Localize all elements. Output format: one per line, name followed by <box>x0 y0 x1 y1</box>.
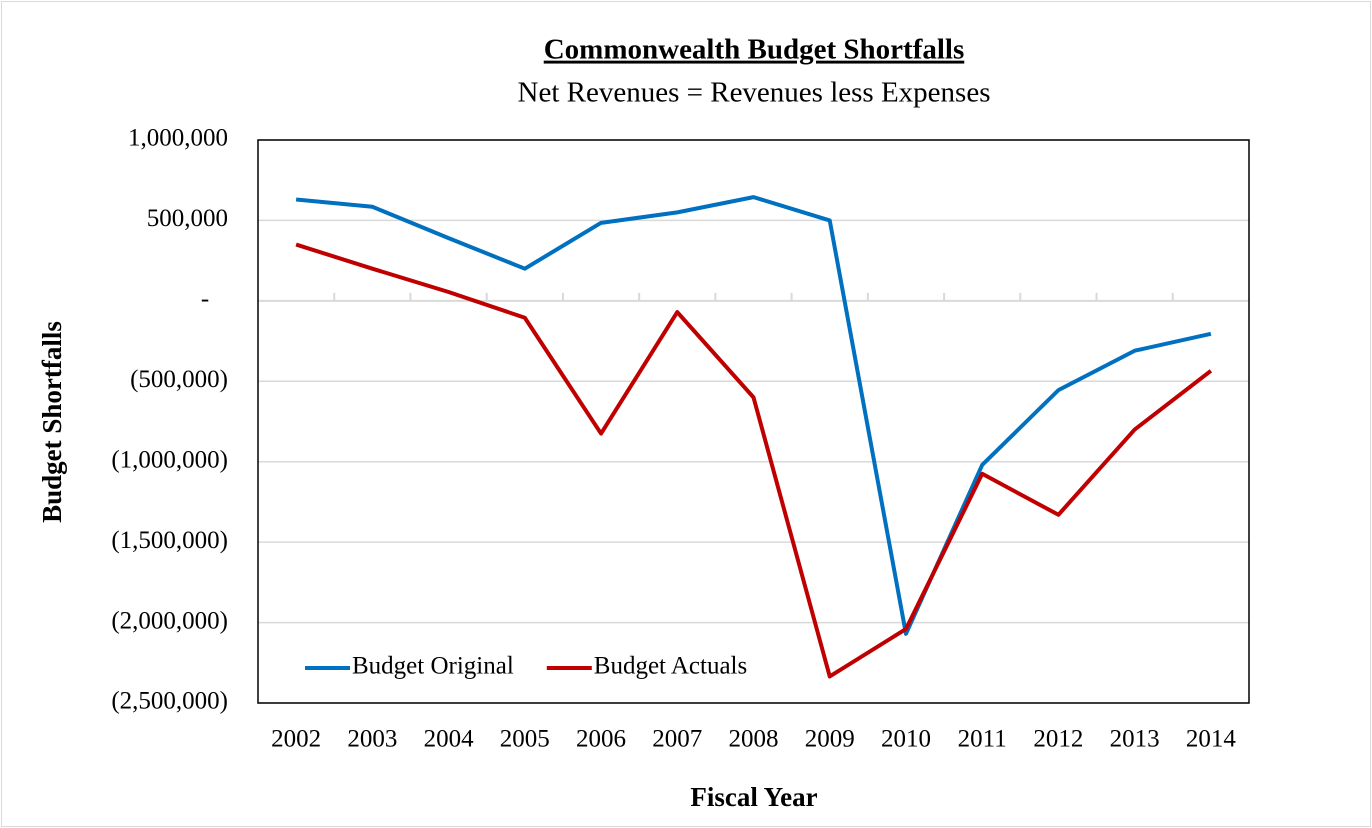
x-tick-label: 2008 <box>729 726 779 753</box>
y-tick-label: (1,000,000) <box>111 446 228 473</box>
chart-subtitle: Net Revenues = Revenues less Expenses <box>518 77 991 109</box>
y-tick-label: (1,500,000) <box>111 527 228 554</box>
x-tick-label: 2005 <box>500 726 550 753</box>
y-tick-label: - <box>201 286 209 313</box>
y-tick-label: (2,500,000) <box>111 688 228 715</box>
x-axis-label: Fiscal Year <box>690 782 817 812</box>
x-tick-label: 2013 <box>1110 726 1160 753</box>
y-tick-label: 500,000 <box>147 205 228 232</box>
y-tick-label: (2,000,000) <box>111 607 228 634</box>
y-tick-label: (500,000) <box>130 366 228 393</box>
x-tick-label: 2006 <box>576 726 626 753</box>
x-tick-label: 2011 <box>958 726 1007 753</box>
x-tick-label: 2012 <box>1033 726 1083 753</box>
x-tick-label: 2002 <box>271 726 321 753</box>
x-tick-label: 2007 <box>652 726 702 753</box>
y-axis-label: Budget Shortfalls <box>37 321 67 523</box>
plot-border <box>257 139 1250 704</box>
y-tick-label: 1,000,000 <box>128 125 228 152</box>
x-tick-label: 2009 <box>805 726 855 753</box>
chart-title: Commonwealth Budget Shortfalls <box>544 34 965 66</box>
line-series <box>295 195 1212 636</box>
x-tick-label: 2004 <box>424 726 475 753</box>
x-tick-label: 2010 <box>881 726 931 753</box>
x-tick-label: 2014 <box>1186 726 1237 753</box>
x-tick-label: 2003 <box>347 726 397 753</box>
line-series <box>295 242 1213 679</box>
legend-label: Budget Actuals <box>594 653 747 680</box>
legend-label: Budget Original <box>352 653 514 680</box>
